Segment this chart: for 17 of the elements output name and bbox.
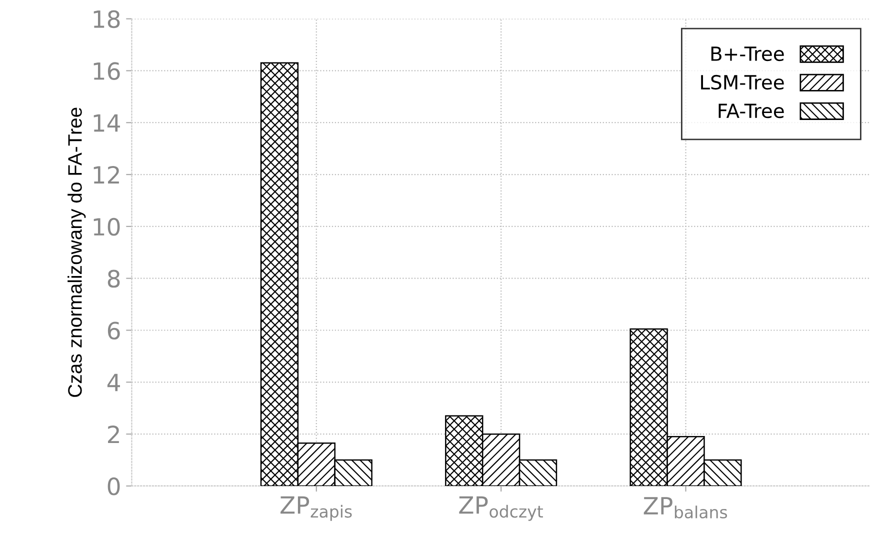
y-axis-title: Czas znormalizowany do FA-Tree [68,108,86,397]
x-tick-label: ZP$_{balans}$ [644,497,728,518]
y-tick-label: 0 [108,477,120,496]
y-tick-label: 12 [94,166,119,184]
y-tick-label: 8 [108,270,120,288]
y-tick-label: 16 [94,62,120,80]
x-tick-label: ZP$_{odczyt}$ [459,496,543,521]
legend-label: B+-Tree [711,46,784,62]
legend-label: LSM-Tree [701,74,784,90]
y-tick-label: 2 [108,426,119,444]
y-tick-label: 14 [94,114,120,132]
y-tick-label: 4 [107,374,120,392]
y-tick-label: 10 [94,218,120,236]
x-tick-label: ZP$_{zapis}$ [280,496,352,521]
y-tick-label: 6 [108,322,120,340]
y-tick-label: 18 [94,10,120,28]
legend-label: FA-Tree [718,104,784,118]
